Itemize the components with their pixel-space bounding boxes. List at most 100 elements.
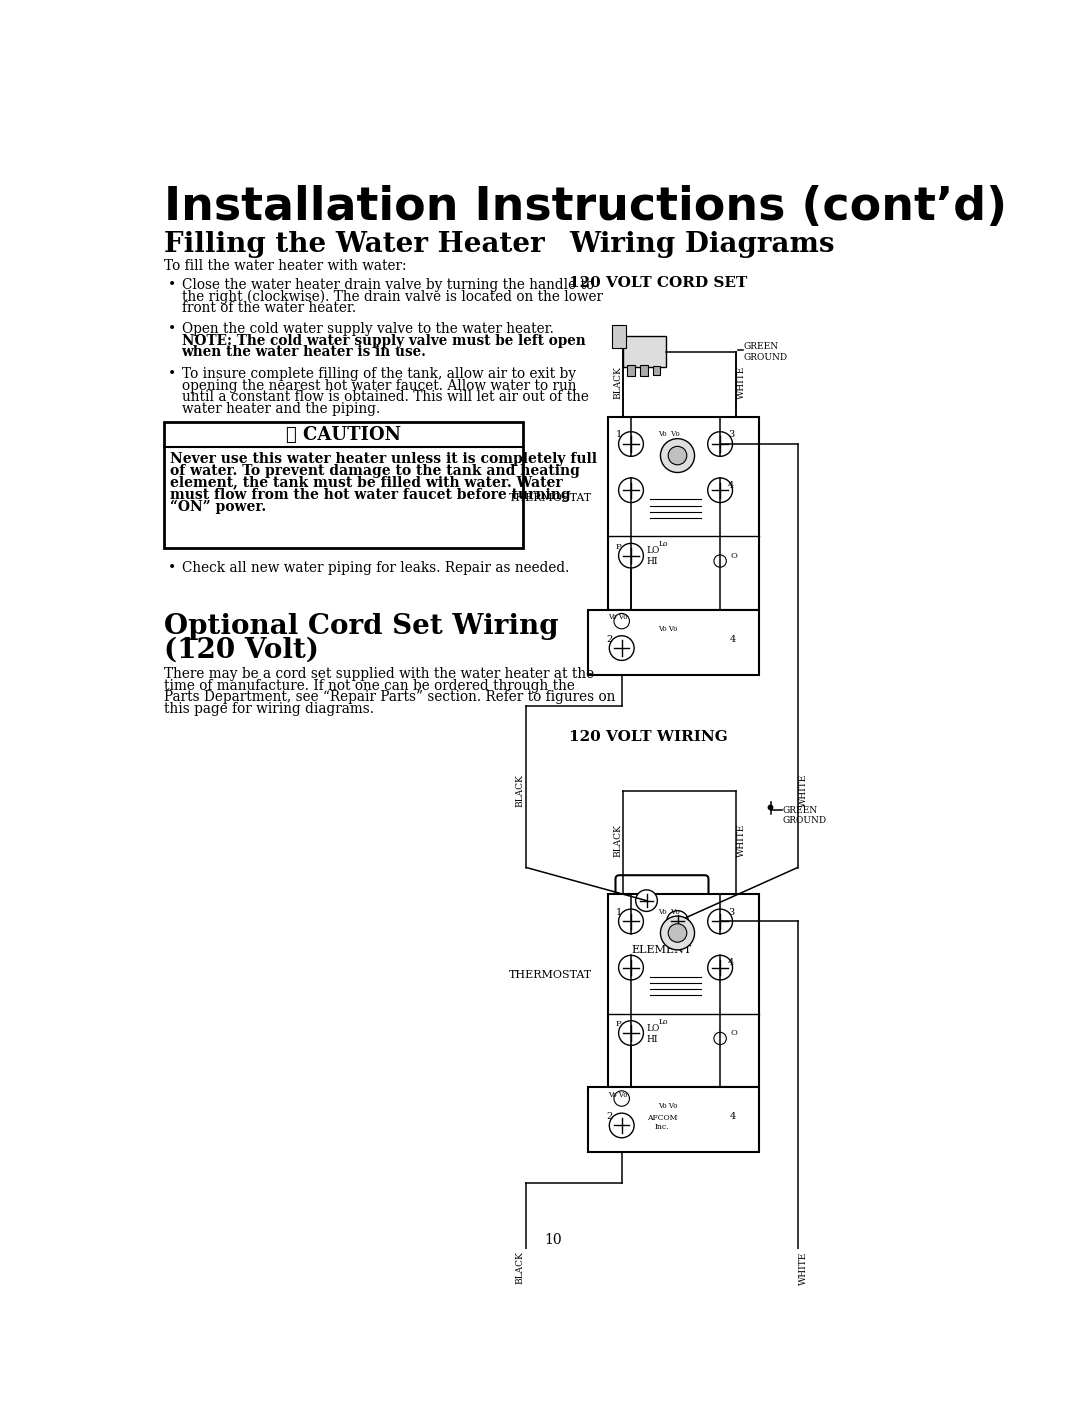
Text: BLACK: BLACK <box>515 1251 525 1284</box>
FancyBboxPatch shape <box>616 1352 708 1403</box>
Bar <box>653 366 660 375</box>
Bar <box>589 609 759 675</box>
Circle shape <box>636 890 658 912</box>
Bar <box>589 1087 759 1152</box>
Text: until a constant flow is obtained. This will let air out of the: until a constant flow is obtained. This … <box>181 390 589 404</box>
Text: Never use this water heater unless it is completely full: Never use this water heater unless it is… <box>170 452 597 466</box>
Text: AFCOM
Inc.: AFCOM Inc. <box>647 1114 677 1131</box>
Text: 120 VOLT CORD SET: 120 VOLT CORD SET <box>569 276 747 290</box>
Text: •: • <box>167 278 176 292</box>
Text: GREEN
GROUND: GREEN GROUND <box>743 342 787 362</box>
Text: when the water heater is in use.: when the water heater is in use. <box>181 345 427 359</box>
Text: of water. To prevent damage to the tank and heating: of water. To prevent damage to the tank … <box>170 463 580 477</box>
Circle shape <box>619 955 644 979</box>
Text: BLACK: BLACK <box>515 774 525 807</box>
Circle shape <box>609 1113 634 1138</box>
Circle shape <box>619 1021 644 1045</box>
Text: Installation Instructions (cont’d): Installation Instructions (cont’d) <box>164 185 1008 230</box>
Text: Vo  Vo: Vo Vo <box>658 908 680 916</box>
Text: P: P <box>616 1020 621 1028</box>
Text: Wiring Diagrams: Wiring Diagrams <box>569 231 835 258</box>
Text: GREEN
GROUND: GREEN GROUND <box>782 805 826 825</box>
Text: must flow from the hot water faucet before turning: must flow from the hot water faucet befo… <box>170 487 570 501</box>
Text: Lo: Lo <box>658 540 667 549</box>
Text: WHITE: WHITE <box>738 366 746 398</box>
Text: NOTE: The cold water supply valve must be left open: NOTE: The cold water supply valve must b… <box>181 334 585 348</box>
Text: ⚠ CAUTION: ⚠ CAUTION <box>286 427 401 445</box>
Text: Vo Vo: Vo Vo <box>658 624 677 633</box>
Text: WHITE: WHITE <box>799 1251 808 1285</box>
Text: 4: 4 <box>728 481 734 490</box>
Circle shape <box>661 439 694 473</box>
Text: Vo Vo: Vo Vo <box>608 1090 627 1099</box>
Text: To fill the water heater with water:: To fill the water heater with water: <box>164 260 407 274</box>
Circle shape <box>669 446 687 464</box>
Text: (120 Volt): (120 Volt) <box>164 637 320 664</box>
Text: Optional Cord Set Wiring: Optional Cord Set Wiring <box>164 613 559 640</box>
Text: HI: HI <box>647 557 658 567</box>
Text: •: • <box>167 368 176 382</box>
Text: THERMOSTAT: THERMOSTAT <box>509 971 592 981</box>
Circle shape <box>636 1368 658 1389</box>
FancyBboxPatch shape <box>616 875 708 944</box>
Text: Close the water heater drain valve by turning the handle to: Close the water heater drain valve by tu… <box>181 278 594 292</box>
Text: 2: 2 <box>606 1113 612 1121</box>
Text: HI: HI <box>647 1034 658 1044</box>
Text: Vo  Vo: Vo Vo <box>658 431 680 438</box>
Text: O: O <box>730 1030 737 1037</box>
Text: front of the water heater.: front of the water heater. <box>181 300 355 314</box>
Text: 2: 2 <box>606 636 612 644</box>
Text: P: P <box>616 543 621 550</box>
Bar <box>608 895 759 1087</box>
Text: •: • <box>167 323 176 337</box>
Text: LO: LO <box>647 1024 660 1033</box>
Text: O: O <box>730 551 737 560</box>
Text: BLACK: BLACK <box>613 824 622 857</box>
Circle shape <box>714 556 727 567</box>
Text: 3: 3 <box>728 431 734 439</box>
Text: ELEMENT: ELEMENT <box>632 944 692 954</box>
Text: element, the tank must be filled with water. Water: element, the tank must be filled with wa… <box>170 476 563 490</box>
Circle shape <box>619 909 644 934</box>
Text: 120 VOLT WIRING: 120 VOLT WIRING <box>569 731 728 745</box>
Text: 4: 4 <box>728 958 734 968</box>
Text: 4: 4 <box>730 1113 737 1121</box>
Text: BLACK: BLACK <box>613 366 622 398</box>
Text: Parts Department, see “Repair Parts” section. Refer to figures on: Parts Department, see “Repair Parts” sec… <box>164 690 616 704</box>
Circle shape <box>619 432 644 456</box>
Text: “ON” power.: “ON” power. <box>170 499 266 513</box>
Text: time of manufacture. If not one can be ordered through the: time of manufacture. If not one can be o… <box>164 679 576 693</box>
Text: opening the nearest hot water faucet. Allow water to run: opening the nearest hot water faucet. Al… <box>181 379 576 393</box>
Circle shape <box>619 543 644 568</box>
Text: the right (clockwise). The drain valve is located on the lower: the right (clockwise). The drain valve i… <box>181 289 603 303</box>
Circle shape <box>613 1090 630 1106</box>
Text: Check all new water piping for leaks. Repair as needed.: Check all new water piping for leaks. Re… <box>181 561 569 575</box>
Text: 4: 4 <box>730 636 737 644</box>
Circle shape <box>609 636 634 661</box>
Circle shape <box>707 955 732 979</box>
Text: THERMOSTAT: THERMOSTAT <box>509 492 592 502</box>
Bar <box>627 365 635 376</box>
Text: 3: 3 <box>728 908 734 916</box>
Bar <box>640 365 648 376</box>
Text: Vo Vo: Vo Vo <box>658 1103 677 1110</box>
Bar <box>623 337 666 368</box>
Circle shape <box>707 478 732 502</box>
Bar <box>164 422 523 549</box>
Circle shape <box>707 909 732 934</box>
Text: There may be a cord set supplied with the water heater at the: There may be a cord set supplied with th… <box>164 668 595 682</box>
Text: WHITE: WHITE <box>799 774 808 807</box>
Circle shape <box>714 1033 727 1045</box>
Text: this page for wiring diagrams.: this page for wiring diagrams. <box>164 702 375 716</box>
Text: 1: 1 <box>616 431 622 439</box>
Text: WHITE: WHITE <box>738 824 746 857</box>
Circle shape <box>669 923 687 943</box>
Text: Vo Vo: Vo Vo <box>608 613 627 622</box>
Text: Lo: Lo <box>658 1017 667 1026</box>
Circle shape <box>619 478 644 502</box>
Text: To insure complete filling of the tank, allow air to exit by: To insure complete filling of the tank, … <box>181 368 576 382</box>
Text: •: • <box>167 561 176 575</box>
Text: Open the cold water supply valve to the water heater.: Open the cold water supply valve to the … <box>181 323 553 337</box>
Circle shape <box>768 805 773 810</box>
Text: Filling the Water Heater: Filling the Water Heater <box>164 231 545 258</box>
